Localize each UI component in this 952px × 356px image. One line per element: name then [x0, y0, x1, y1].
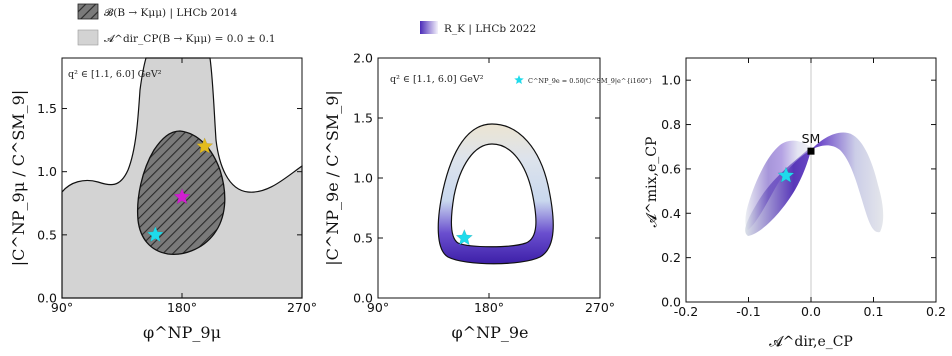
x-tick-label: 0.2	[926, 304, 946, 319]
panel-electron: R_K | LHCb 2022 q² ∈ [1.1, 6.0] GeV² C^N…	[323, 21, 652, 342]
y-tick-label: 0.0	[353, 291, 373, 306]
legend-hatched-swatch	[77, 3, 99, 20]
panel-muon: 𝓑(B → Kμμ) | LHCb 2014 𝓐^dir_CP(B → Kμμ)…	[9, 3, 317, 342]
legend-star-icon	[514, 75, 524, 85]
xlabel-2: φ^NP_9e	[451, 323, 528, 342]
x-tick-label: 180°	[474, 300, 504, 315]
y-tick-label: 1.0	[353, 171, 373, 186]
y-tick-label: 0.2	[661, 250, 681, 265]
x-tick-label: 90°	[367, 300, 389, 315]
y-tick-label: 0.8	[661, 117, 681, 132]
y-tick-label: 0.5	[353, 231, 373, 246]
legend-label-3: R_K | LHCb 2022	[444, 23, 536, 36]
x-tick-label: -0.2	[674, 304, 698, 319]
y-tick-label: 1.5	[353, 111, 373, 126]
benchmark-star	[455, 228, 474, 246]
x-tick-label: 270°	[287, 300, 317, 315]
ylabel-3: 𝓐^mix,e_CP	[644, 137, 660, 228]
xlabel-3: 𝓐^dir,e_CP	[769, 334, 853, 350]
ylabel-1: |C^NP_9μ / C^SM_9|	[9, 90, 28, 267]
benchmark-star	[777, 166, 795, 183]
rk-ring	[437, 123, 554, 265]
benchmark-star	[173, 187, 191, 205]
benchmark-star	[195, 137, 214, 154]
x-tick-label: 180°	[167, 300, 197, 315]
y-tick-label: 1.0	[661, 73, 681, 88]
q2-annotation-1: q² ∈ [1.1, 6.0] GeV²	[68, 69, 162, 80]
q2-annotation-2: q² ∈ [1.1, 6.0] GeV²	[390, 74, 484, 85]
x-tick-label: 270°	[585, 300, 615, 315]
x-tick-label: 0.1	[864, 304, 884, 319]
legend-filled-swatch	[77, 29, 99, 46]
cp-band-upper	[745, 140, 811, 230]
sm-point	[807, 147, 815, 155]
y-tick-label: 0.5	[37, 227, 57, 242]
y-tick-label: 2.0	[353, 51, 373, 66]
legend-label-2: 𝓐^dir_CP(B → Kμμ) = 0.0 ± 0.1	[104, 33, 276, 45]
sm-label: SM	[802, 131, 821, 146]
legend-gradient-swatch	[420, 21, 438, 34]
y-tick-label: 1.0	[37, 164, 57, 179]
cp-band	[745, 132, 884, 236]
panel-cp-asymmetries: SM -0.2 -0.1 0.0 0.1 0.2 0.0 0.2 0.4 0.6 0.8 1.0 𝓐…	[644, 57, 946, 350]
xlabel-1: φ^NP_9μ	[143, 323, 221, 342]
benchmark-star	[146, 225, 165, 243]
legend-star-label: C^NP_9e = 0.50|C^SM_9|e^{i160°}	[528, 77, 652, 85]
x-tick-label: 0.0	[801, 304, 821, 319]
y-tick-label: 0.6	[661, 161, 681, 176]
y-tick-label: 1.5	[37, 101, 57, 116]
ylabel-2: |C^NP_9e / C^SM_9|	[323, 90, 342, 266]
y-tick-label: 0.0	[37, 291, 57, 306]
y-tick-label: 0.0	[661, 295, 681, 310]
x-tick-label: -0.1	[736, 304, 760, 319]
x-tick-label: 90°	[51, 300, 73, 315]
y-tick-label: 0.4	[661, 206, 681, 221]
legend-label-1: 𝓑(B → Kμμ) | LHCb 2014	[104, 7, 238, 20]
